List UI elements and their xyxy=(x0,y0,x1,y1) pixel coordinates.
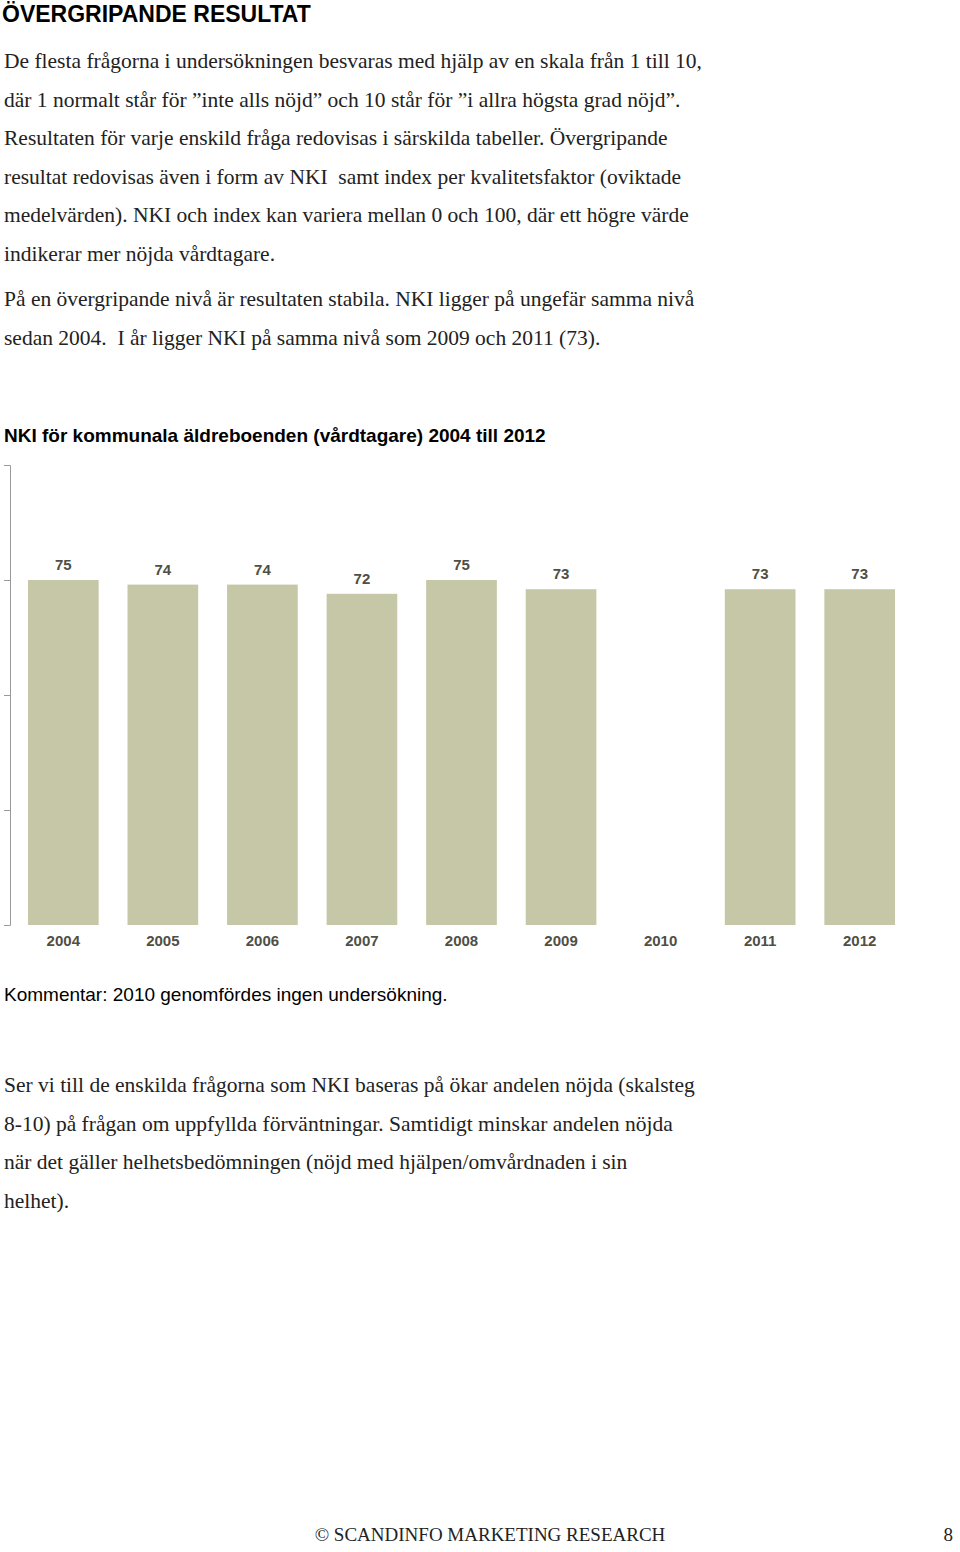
data-label: 73 xyxy=(752,565,769,582)
data-label: 75 xyxy=(453,556,470,573)
data-label: 73 xyxy=(851,565,868,582)
paragraph-line: Ser vi till de enskilda frågorna som NKI… xyxy=(4,1073,695,1097)
y-tick xyxy=(4,810,10,811)
paragraph-line: helhet). xyxy=(4,1189,69,1213)
y-tick xyxy=(4,925,10,926)
x-tick: 2004 xyxy=(47,925,81,949)
y-tick-mark xyxy=(4,925,10,926)
y-axis-line xyxy=(4,466,11,926)
x-tick-label: 2011 xyxy=(744,932,777,949)
data-label: 74 xyxy=(155,561,172,578)
x-tick-label: 2009 xyxy=(544,932,577,949)
data-label: 74 xyxy=(254,561,271,578)
paragraph-line: indikerar mer nöjda vårdtagare. xyxy=(4,242,275,266)
paragraph-line: där 1 normalt står för ”inte alls nöjd” … xyxy=(4,88,680,112)
note: Kommentar: 2010 genomfördes ingen unders… xyxy=(4,984,448,1005)
paragraph-line: när det gäller helhetsbedömningen (nöjd … xyxy=(4,1150,628,1174)
x-tick: 2008 xyxy=(445,925,478,949)
page: ÖVERGRIPANDE RESULTAT De flesta frågorna … xyxy=(0,0,960,1552)
x-tick: 2009 xyxy=(544,925,577,949)
y-tick-mark xyxy=(4,810,10,811)
data-label: 72 xyxy=(354,570,371,587)
x-tick: 2012 xyxy=(843,925,876,949)
paragraph-line: 8-10) på frågan om uppfyllda förväntning… xyxy=(4,1112,673,1136)
y-tick-mark xyxy=(4,465,10,466)
bar xyxy=(227,585,298,925)
bar xyxy=(526,589,597,925)
bar xyxy=(824,589,895,925)
paragraph-line: På en övergripande nivå är resultaten st… xyxy=(4,287,695,311)
y-axis xyxy=(4,466,11,926)
heading: ÖVERGRIPANDE RESULTAT xyxy=(2,1,311,27)
bars xyxy=(28,580,895,925)
x-tick: 2011 xyxy=(744,925,777,949)
bar xyxy=(128,585,199,925)
x-tick-label: 2006 xyxy=(246,932,279,949)
bar xyxy=(725,589,796,925)
x-tick-label: 2004 xyxy=(47,932,81,949)
bar xyxy=(28,580,99,925)
x-tick: 2010 xyxy=(644,925,677,949)
bar xyxy=(426,580,497,925)
paragraph-line: medelvärden). NKI och index kan variera … xyxy=(4,203,689,227)
y-tick-mark xyxy=(4,695,10,696)
x-tick: 2005 xyxy=(146,925,179,949)
paragraph-line: Resultaten för varje enskild fråga redov… xyxy=(4,126,668,150)
x-tick-label: 2012 xyxy=(843,932,876,949)
y-tick xyxy=(4,695,10,696)
y-tick-mark xyxy=(4,580,10,581)
chart-title: NKI för kommunala äldreboenden (vårdtaga… xyxy=(4,425,546,446)
x-tick-label: 2005 xyxy=(146,932,179,949)
page-number: 8 xyxy=(944,1524,954,1545)
x-tick-label: 2008 xyxy=(445,932,478,949)
paragraph-line: De flesta frågorna i undersökningen besv… xyxy=(4,49,702,73)
data-label: 75 xyxy=(55,556,72,573)
y-tick xyxy=(4,465,10,466)
paragraph-line: sedan 2004. I år ligger NKI på samma niv… xyxy=(4,326,600,350)
x-tick-label: 2007 xyxy=(345,932,378,949)
data-label: 73 xyxy=(553,565,570,582)
x-tick: 2007 xyxy=(345,925,378,949)
x-tick-label: 2010 xyxy=(644,932,677,949)
paragraph-line: resultat redovisas även i form av NKI sa… xyxy=(4,165,681,189)
x-tick: 2006 xyxy=(246,925,279,949)
data-labels: 75 74 74 72 75 73 73 73 xyxy=(55,556,868,587)
bar xyxy=(327,594,398,925)
y-tick xyxy=(4,580,10,581)
x-axis: 2004 2005 2006 2007 2008 2009 2010 2011 2012 xyxy=(47,925,877,949)
footer: © SCANDINFO MARKETING RESEARCH xyxy=(315,1524,666,1545)
